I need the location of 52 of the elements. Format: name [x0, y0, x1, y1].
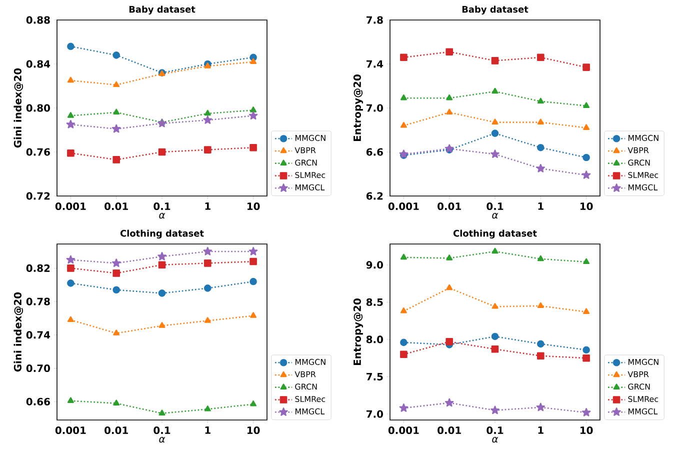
y-tick-label: 0.76 [26, 148, 50, 156]
y-tick-label: 6.6 [366, 148, 383, 156]
y-tick-label: 0.70 [26, 364, 50, 372]
chart-title: Baby dataset [462, 6, 528, 14]
x-axis-title: α [159, 436, 166, 443]
x-tick-label: 10 [580, 426, 593, 434]
x-tick-label: 1 [538, 426, 544, 434]
y-tick-label: 7.0 [366, 104, 384, 112]
x-tick-label: 0.001 [55, 202, 86, 210]
y-tick-label: 7.5 [366, 373, 383, 380]
chart-title: Baby dataset [129, 6, 196, 14]
chart-title: Clothing dataset [120, 230, 204, 238]
y-tick-label: 0.78 [26, 298, 50, 306]
x-tick-label: 0.01 [438, 202, 461, 210]
x-tick-label: 0.1 [154, 426, 170, 434]
x-axis-title: α [492, 212, 498, 219]
x-tick-label: 0.001 [388, 426, 419, 434]
y-axis-title: Entropy@20 [353, 74, 363, 142]
y-axis-title: Gini index@20 [14, 68, 24, 148]
x-tick-label: 1 [205, 202, 210, 210]
y-axis-title: Gini index@20 [14, 292, 24, 372]
y-axis-title: Entropy@20 [353, 298, 363, 366]
x-tick-label: 1 [205, 426, 210, 434]
y-tick-label: 7.4 [366, 60, 384, 68]
x-tick-label: 0.01 [104, 202, 128, 210]
x-tick-label: 0.1 [154, 202, 170, 210]
y-tick-label: 9.0 [366, 261, 384, 269]
y-tick-label: 0.84 [26, 60, 50, 68]
x-tick-label: 0.01 [438, 426, 461, 434]
y-tick-label: 0.82 [26, 264, 50, 272]
x-axis-title: α [159, 212, 166, 219]
x-tick-label: 0.1 [486, 202, 504, 210]
x-tick-label: 0.01 [104, 426, 128, 434]
y-tick-label: 0.74 [26, 331, 50, 339]
chart-title: Clothing dataset [453, 230, 537, 239]
y-tick-label: 0.66 [26, 398, 50, 406]
x-tick-label: 10 [247, 202, 260, 210]
y-tick-label: 0.88 [26, 16, 50, 24]
x-tick-label: 0.1 [486, 426, 504, 434]
x-tick-label: 0.001 [388, 202, 419, 210]
x-axis-title: α [492, 436, 498, 443]
y-tick-label: 7.8 [366, 16, 383, 24]
y-tick-label: 7.0 [366, 410, 384, 418]
y-tick-label: 8.5 [366, 298, 383, 306]
x-tick-label: 10 [247, 426, 260, 434]
y-tick-label: 8.0 [366, 336, 384, 344]
x-tick-label: 0.001 [55, 426, 86, 434]
y-tick-label: 6.2 [366, 192, 383, 200]
x-tick-label: 10 [580, 202, 593, 210]
y-tick-label: 0.72 [26, 192, 50, 200]
y-tick-label: 0.80 [26, 104, 50, 112]
x-tick-label: 1 [538, 202, 544, 210]
